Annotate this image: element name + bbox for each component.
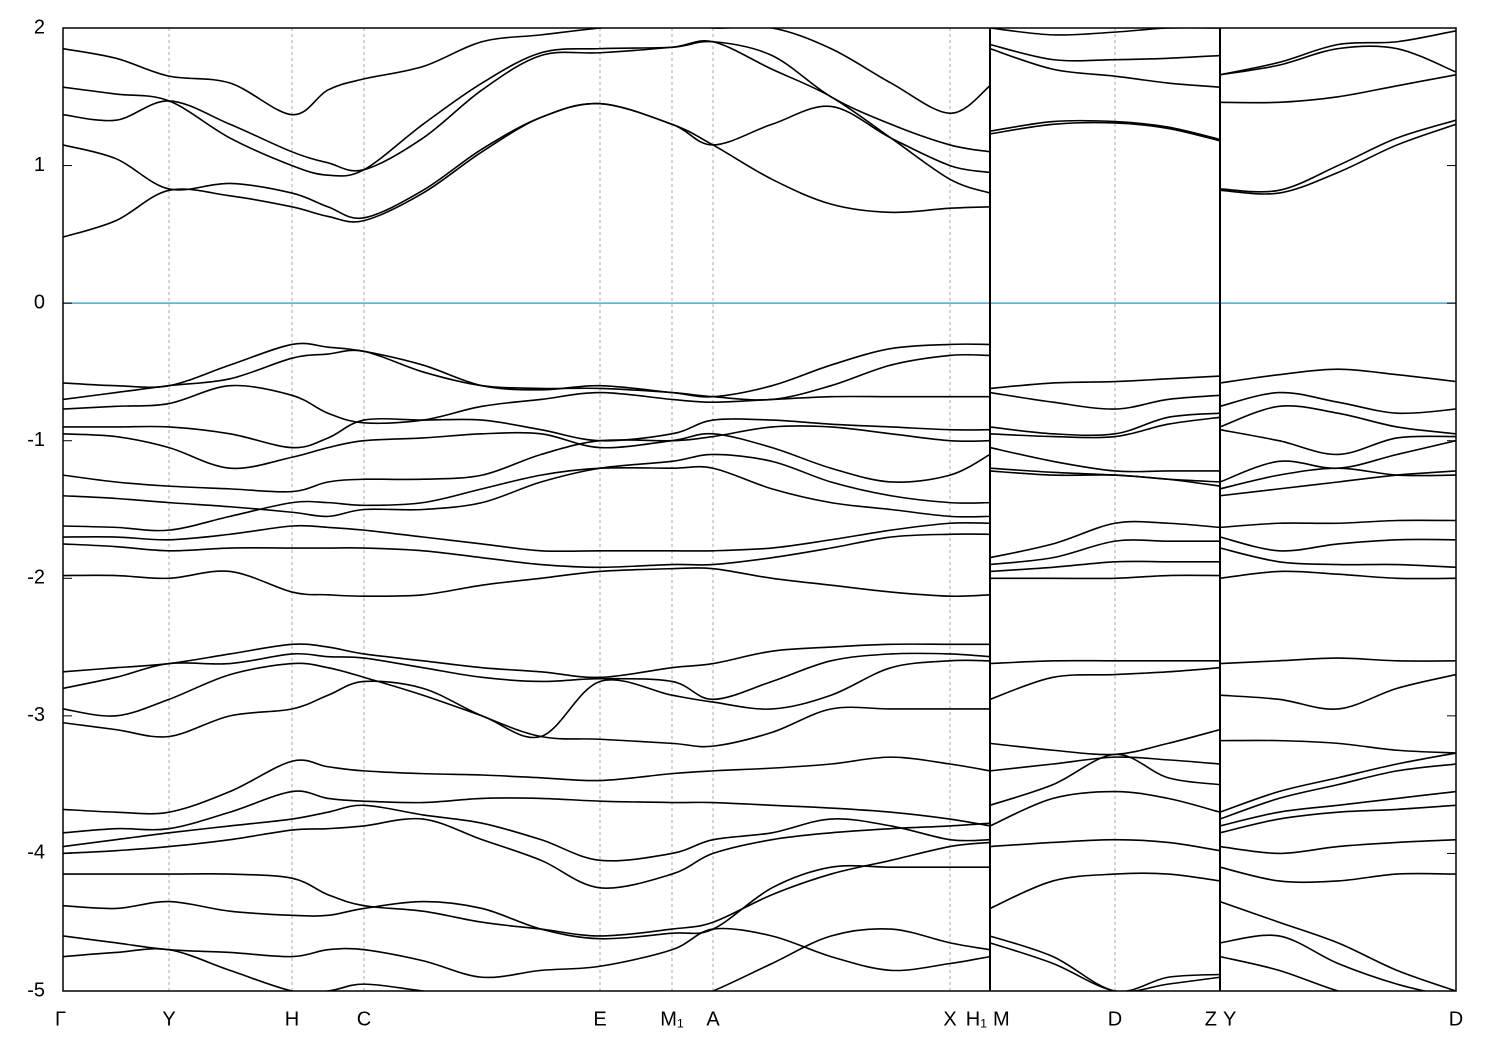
band-line bbox=[63, 533, 1456, 573]
band-line bbox=[63, 804, 1456, 862]
x-tick-label: Y bbox=[162, 1008, 175, 1030]
x-tick-label: M₁ bbox=[660, 1008, 684, 1030]
band-line bbox=[63, 349, 1456, 415]
band-line bbox=[63, 453, 1456, 518]
x-tick-label: Y bbox=[1223, 1008, 1236, 1030]
band-line bbox=[63, 102, 1456, 220]
band-line bbox=[63, 652, 1456, 710]
y-tick-label: 0 bbox=[34, 291, 45, 313]
band-line bbox=[63, 416, 1456, 456]
x-tick-label: D bbox=[1449, 1008, 1463, 1030]
band-line bbox=[63, 567, 1456, 598]
x-tick-label: H₁ bbox=[966, 1008, 987, 1030]
y-tick-label: 1 bbox=[34, 154, 45, 176]
band-line bbox=[63, 102, 1456, 238]
band-line bbox=[63, 817, 1456, 910]
x-tick-label: X bbox=[943, 1008, 956, 1030]
band-line bbox=[63, 753, 1456, 820]
x-tick-label: C bbox=[357, 1008, 371, 1030]
x-tick-label: Γ bbox=[55, 1008, 66, 1030]
x-tick-label: H bbox=[285, 1008, 299, 1030]
band-line bbox=[63, 40, 1456, 177]
band-line bbox=[63, 521, 1456, 566]
x-tick-label: Z bbox=[1205, 1008, 1217, 1030]
band-line bbox=[63, 465, 1456, 559]
band-line bbox=[63, 927, 1429, 991]
band-line bbox=[63, 680, 1456, 813]
y-tick-label: -3 bbox=[27, 704, 45, 726]
x-tick-label: E bbox=[593, 1008, 606, 1030]
x-tick-label: D bbox=[1108, 1008, 1122, 1030]
band-line bbox=[63, 384, 1456, 437]
band-line bbox=[63, 28, 1456, 116]
y-tick-label: -5 bbox=[27, 979, 45, 1001]
band-line bbox=[63, 643, 1456, 679]
band-line bbox=[63, 928, 1341, 991]
bands bbox=[63, 28, 1456, 991]
y-tick-label: -4 bbox=[27, 842, 45, 864]
x-tick-label: A bbox=[706, 1008, 720, 1030]
y-tick-label: 2 bbox=[34, 16, 45, 38]
x-tick-label: M bbox=[993, 1008, 1010, 1030]
y-tick-label: -1 bbox=[27, 429, 45, 451]
band-line bbox=[63, 790, 1456, 834]
plot-frame bbox=[62, 27, 1457, 992]
band-line bbox=[63, 342, 1456, 398]
y-tick-label: -2 bbox=[27, 567, 45, 589]
